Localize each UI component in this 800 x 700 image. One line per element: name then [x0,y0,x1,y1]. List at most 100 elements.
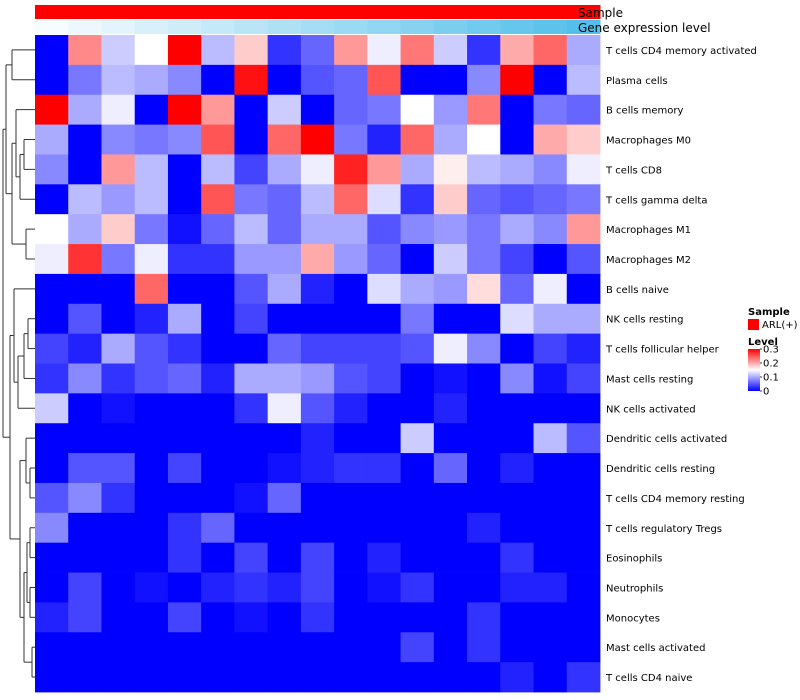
heatmap-cell [300,512,335,544]
heatmap-cell [234,64,269,96]
heatmap-cell [201,184,235,215]
heatmap-cell [566,273,601,305]
heatmap-cell [267,214,302,245]
heatmap-cell [267,273,302,305]
heatmap-cell [68,244,102,275]
heatmap-cell [533,602,568,633]
heatmap-cell [101,303,136,335]
heatmap-cell [267,35,302,66]
heatmap-cell [267,572,302,603]
heatmap-cell [167,393,202,424]
heatmap-cell [300,273,335,305]
heatmap-cell [201,662,235,693]
legend-sample-title: Sample [748,307,790,318]
heatmap-cell [500,572,534,603]
heatmap-cell [500,35,534,66]
heatmap-cell [167,662,202,693]
heatmap-cell [134,64,169,96]
gene-expression-annotation-cell [35,20,69,34]
sample-annotation-cell [367,5,402,19]
row-label: Neutrophils [606,583,663,594]
heatmap-cell [433,632,468,663]
heatmap-cell [533,273,568,305]
gene-expression-annotation-cell [134,20,169,34]
heatmap-cell [433,602,468,633]
sample-annotation-cell [101,5,136,19]
heatmap-cell [300,632,335,663]
heatmap-cell [533,542,568,573]
heatmap-cell [300,453,335,484]
heatmap-cell [201,572,235,603]
heatmap-cell [167,214,202,245]
legend-sample-entry: ARL(+) [762,320,798,331]
sample-annotation-bar [35,5,601,19]
heatmap-cell [500,632,534,663]
heatmap-cell [134,423,169,454]
heatmap-cell [334,482,368,514]
heatmap-cell [167,124,202,155]
heatmap-cell [400,184,435,215]
heatmap-cell [400,572,435,603]
heatmap-cell [167,363,202,394]
heatmap-cell [367,214,401,245]
gene-expression-annotation-cell [300,20,335,34]
heatmap-cell [533,35,568,66]
heatmap-cell [334,632,368,663]
heatmap-cell [433,423,468,454]
heatmap-cell [35,154,69,185]
legend-tick-label: 0.2 [763,359,779,370]
heatmap-cell [433,482,468,514]
heatmap-cell [367,393,401,424]
heatmap-cell [467,214,501,245]
heatmap-cell [167,512,202,544]
heatmap-cell [500,303,534,335]
heatmap-cell [167,303,202,335]
heatmap-cell [300,64,335,96]
heatmap-cell [400,602,435,633]
heatmap-cell [467,184,501,215]
heatmap-cell [68,303,102,335]
heatmap-cell [134,94,169,125]
heatmap-cell [134,572,169,603]
heatmap-cell [433,94,468,125]
heatmap-cell [500,154,534,185]
gene-expression-annotation-cell [167,20,202,34]
heatmap-cell [400,423,435,454]
heatmap-cell [467,154,501,185]
heatmap-cell [533,482,568,514]
heatmap-cell [433,35,468,66]
heatmap-cell [566,214,601,245]
heatmap-cell [167,542,202,573]
heatmap-cell [400,94,435,125]
heatmap-cell [68,572,102,603]
heatmap-cell [566,393,601,424]
heatmap-cell [400,244,435,275]
row-label: T cells gamma delta [605,195,707,206]
heatmap-cell [68,542,102,573]
heatmap-cell [134,662,169,693]
heatmap-cell [234,35,269,66]
heatmap-cell [101,363,136,394]
heatmap-cell [334,333,368,364]
heatmap-cell [101,64,136,96]
heatmap-cell [367,184,401,215]
heatmap-cell [566,64,601,96]
heatmap-cell [433,542,468,573]
heatmap-cell [234,423,269,454]
heatmap-cell [35,662,69,693]
heatmap-cell [400,273,435,305]
heatmap-cell [467,363,501,394]
row-label: Eosinophils [606,554,662,565]
heatmap-cell [35,453,69,484]
heatmap-cell [367,333,401,364]
heatmap-cell [101,393,136,424]
heatmap-cell [566,94,601,125]
heatmap-cell [566,602,601,633]
heatmap-cell [300,244,335,275]
heatmap-cell [68,184,102,215]
heatmap-cell [68,35,102,66]
heatmap-cell [101,214,136,245]
heatmap-cell [201,632,235,663]
heatmap-cell [234,662,269,693]
